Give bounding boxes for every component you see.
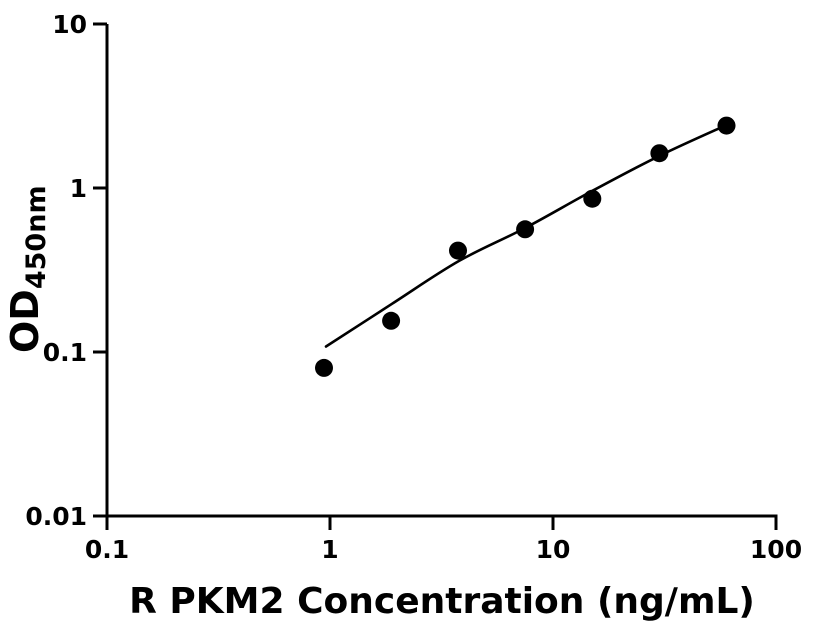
x-tick-label: 10	[536, 535, 571, 564]
data-point	[650, 144, 669, 163]
y-tick-label: 0.1	[43, 338, 87, 367]
data-point	[449, 241, 467, 260]
y-tick-label: 10	[52, 10, 87, 39]
y-tick-label: 1	[70, 174, 87, 203]
data-point	[717, 116, 736, 135]
data-point	[516, 220, 535, 239]
x-tick-label: 1	[321, 535, 338, 564]
x-tick-label: 100	[750, 535, 802, 564]
x-tick-label: 0.1	[85, 535, 129, 564]
data-point	[315, 358, 333, 377]
data-point	[583, 189, 602, 208]
y-axis-label: OD450nm	[3, 185, 52, 353]
y-tick-label: 0.01	[25, 502, 87, 531]
y-axis-label-main: OD	[3, 289, 47, 353]
data-point	[382, 311, 401, 330]
y-axis-label-subscript: 450nm	[21, 185, 52, 290]
x-axis-label: R PKM2 Concentration (ng/mL)	[129, 581, 755, 622]
